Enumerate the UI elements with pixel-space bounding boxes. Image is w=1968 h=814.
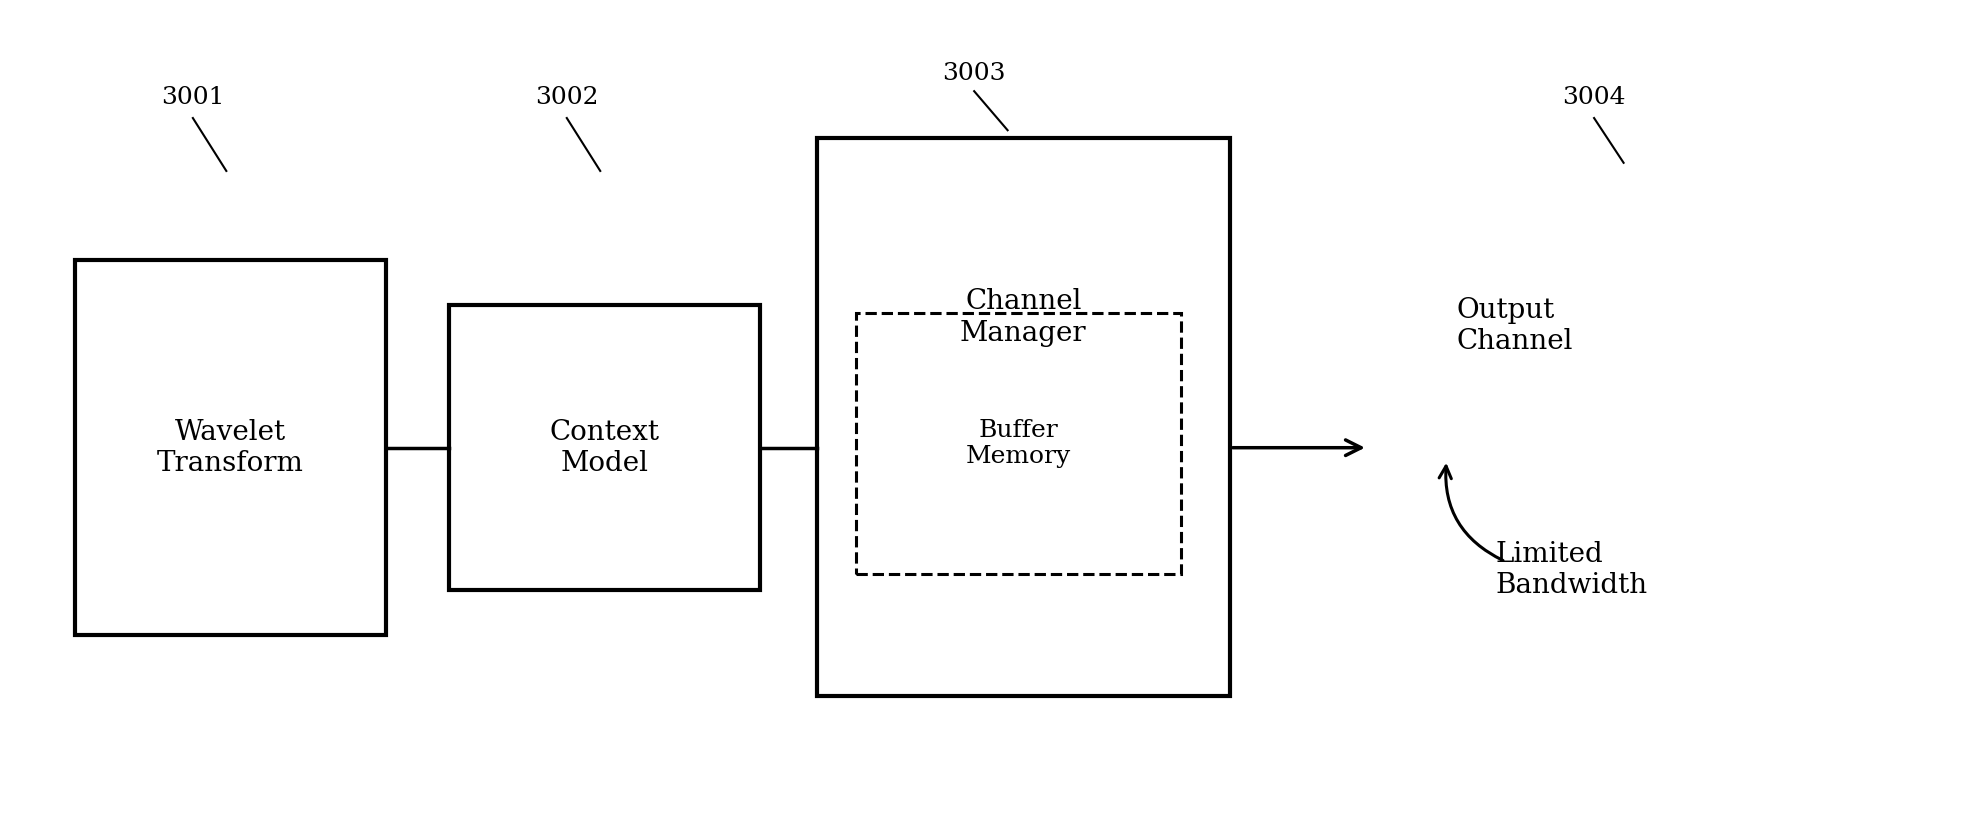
FancyBboxPatch shape [856, 313, 1181, 574]
Text: 3002: 3002 [535, 86, 598, 109]
Text: Buffer
Memory: Buffer Memory [966, 419, 1071, 468]
Text: Output
Channel: Output Channel [1456, 296, 1572, 355]
FancyBboxPatch shape [817, 138, 1230, 696]
FancyBboxPatch shape [449, 305, 760, 590]
Text: 3003: 3003 [943, 62, 1006, 85]
Text: Channel
Manager: Channel Manager [960, 288, 1086, 347]
Text: 3004: 3004 [1563, 86, 1626, 109]
Text: 3001: 3001 [161, 86, 224, 109]
FancyBboxPatch shape [75, 260, 386, 635]
Text: Wavelet
Transform: Wavelet Transform [157, 418, 303, 477]
Text: Context
Model: Context Model [549, 418, 659, 477]
FancyArrowPatch shape [1439, 466, 1504, 561]
Text: Limited
Bandwidth: Limited Bandwidth [1496, 540, 1647, 599]
